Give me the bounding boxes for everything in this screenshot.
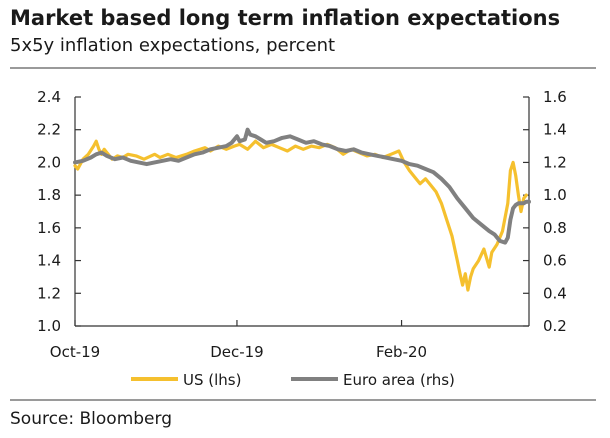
left-tick-label: 1.8 <box>37 186 61 204</box>
x-tick-label: Feb-20 <box>376 343 427 361</box>
left-tick-label: 2.0 <box>37 153 61 171</box>
right-tick-label: 1.0 <box>543 186 567 204</box>
left-tick-label: 2.2 <box>37 121 61 139</box>
legend-label-euro-area: Euro area (rhs) <box>343 371 455 389</box>
source-note: Source: Bloomberg <box>10 409 172 429</box>
left-tick-label: 1.2 <box>37 284 61 302</box>
euro-area-series-line <box>73 127 531 245</box>
legend-label-us: US (lhs) <box>183 371 241 389</box>
left-tick-label: 1.0 <box>37 317 61 335</box>
series-layer <box>73 127 531 292</box>
right-tick-label: 1.4 <box>543 121 567 139</box>
chart-axes: 1.0 1.2 1.4 1.6 1.8 2.0 2.2 2.4 0.2 0.4 0.6 0.8 1.0 1… <box>37 88 567 361</box>
right-tick-label: 0.6 <box>543 252 567 270</box>
right-tick-label: 1.6 <box>543 88 567 106</box>
x-tick-label: Oct-19 <box>50 343 100 361</box>
right-tick-label: 0.4 <box>543 284 567 302</box>
chart-title: Market based long term inflation expecta… <box>10 6 561 30</box>
bottom-divider <box>10 399 596 401</box>
x-tick-label: Dec-19 <box>210 343 264 361</box>
top-divider <box>10 67 596 69</box>
right-tick-label: 1.2 <box>543 153 567 171</box>
left-tick-label: 1.6 <box>37 219 61 237</box>
right-tick-label: 0.8 <box>543 219 567 237</box>
chart-subtitle: 5x5y inflation expectations, percent <box>10 35 336 56</box>
right-tick-label: 0.2 <box>543 317 567 335</box>
left-tick-label: 2.4 <box>37 88 61 106</box>
chart-legend: US (lhs) Euro area (rhs) <box>131 371 455 389</box>
left-tick-label: 1.4 <box>37 252 61 270</box>
line-chart: 1.0 1.2 1.4 1.6 1.8 2.0 2.2 2.4 0.2 0.4 0.6 0.8 1.0 1… <box>37 88 567 389</box>
